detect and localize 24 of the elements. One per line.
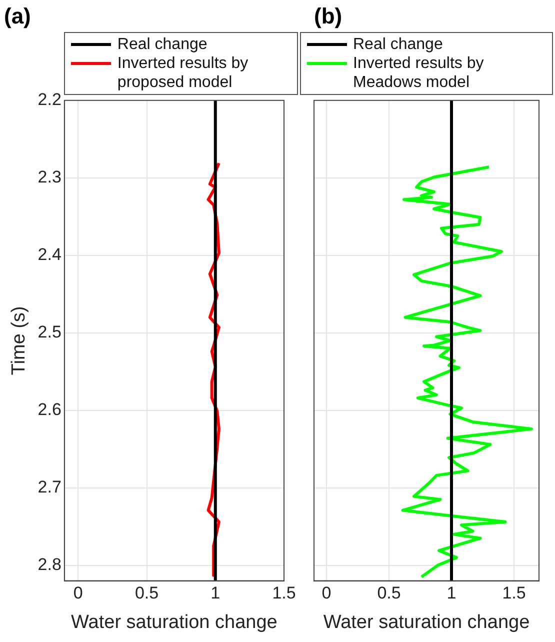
- x-tick-label: 1: [210, 584, 220, 603]
- x-axis-title: Water saturation change: [71, 612, 278, 633]
- x-tick-label: 0.5: [377, 584, 401, 603]
- y-tick-label: 2.3: [38, 168, 62, 187]
- x-tick-label: 1.5: [502, 584, 526, 603]
- x-tick-label: 1: [446, 584, 456, 603]
- y-tick-label: 2.4: [38, 245, 62, 264]
- y-tick-label: 2.2: [38, 90, 62, 110]
- y-tick-label: 2.7: [38, 478, 62, 497]
- y-axis-title: Time (s): [8, 306, 30, 376]
- y-tick-label: 2.6: [38, 400, 62, 420]
- y-tick-label: 2.8: [38, 554, 62, 574]
- x-axis-title: Water saturation change: [323, 612, 530, 633]
- x-tick-label: 0: [73, 584, 83, 603]
- legend-label: Inverted results by Meadows model: [353, 54, 485, 92]
- legend-label: Real change: [117, 35, 208, 54]
- x-tick-label: 0.5: [134, 584, 159, 603]
- x-tick-label: 1.5: [272, 584, 296, 603]
- x-tick-label: 0: [322, 584, 332, 603]
- chart-title: (b): [314, 3, 342, 28]
- legend-label: Real change: [353, 35, 443, 54]
- legend-label: Inverted results by proposed model: [117, 54, 250, 92]
- y-tick-label: 2.5: [38, 322, 62, 342]
- chart-title: (a): [4, 3, 31, 28]
